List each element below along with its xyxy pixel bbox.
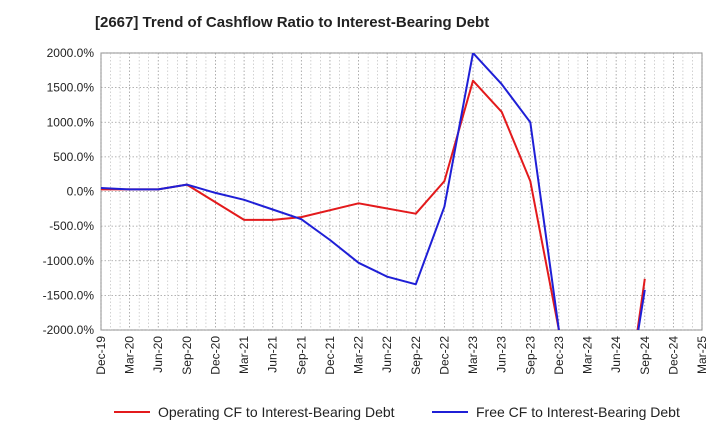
legend-swatch-free [432, 411, 468, 413]
legend-item-operating: Operating CF to Interest-Bearing Debt [114, 404, 395, 420]
y-tick-label: 0.0% [67, 185, 95, 199]
x-tick-label: Jun-23 [495, 336, 509, 373]
x-tick-label: Mar-25 [695, 336, 709, 374]
x-tick-label: Mar-24 [581, 336, 595, 374]
y-tick-label: -2000.0% [43, 323, 95, 337]
legend: Operating CF to Interest-Bearing Debt Fr… [0, 404, 720, 426]
x-tick-label: Mar-20 [123, 336, 137, 374]
x-tick-label: Mar-22 [352, 336, 366, 374]
x-tick-label: Sep-21 [294, 336, 308, 375]
y-tick-label: -1000.0% [43, 254, 95, 268]
plot-frame [100, 52, 703, 331]
y-tick-label: 500.0% [53, 150, 94, 164]
x-tick-label: Dec-24 [666, 336, 680, 375]
legend-label-free: Free CF to Interest-Bearing Debt [476, 404, 680, 420]
x-tick-label: Dec-23 [552, 336, 566, 375]
series-line-free [101, 53, 560, 330]
x-tick-label: Jun-21 [266, 336, 280, 373]
series-line-free [637, 289, 646, 330]
x-tick-label: Jun-22 [380, 336, 394, 373]
x-tick-label: Dec-20 [208, 336, 222, 375]
chart-title: [2667] Trend of Cashflow Ratio to Intere… [95, 14, 490, 31]
x-tick-label: Dec-19 [94, 336, 108, 375]
x-tick-label: Mar-23 [466, 336, 480, 374]
x-tick-label: Sep-24 [638, 336, 652, 375]
x-tick-label: Sep-22 [409, 336, 423, 375]
y-tick-label: 1000.0% [47, 115, 95, 129]
x-tick-label: Dec-21 [323, 336, 337, 375]
x-tick-label: Sep-23 [523, 336, 537, 375]
y-tick-label: 1500.0% [47, 81, 95, 95]
x-tick-label: Sep-20 [180, 336, 194, 375]
x-tick-label: Jun-20 [151, 336, 165, 373]
y-tick-label: -1500.0% [43, 288, 95, 302]
y-tick-label: -500.0% [49, 219, 94, 233]
legend-item-free: Free CF to Interest-Bearing Debt [432, 404, 680, 420]
x-tick-label: Dec-22 [437, 336, 451, 375]
legend-label-operating: Operating CF to Interest-Bearing Debt [158, 404, 395, 420]
x-tick-label: Mar-21 [237, 336, 251, 374]
legend-swatch-operating [114, 411, 150, 413]
x-tick-label: Jun-24 [609, 336, 623, 373]
y-tick-label: 2000.0% [47, 46, 95, 60]
